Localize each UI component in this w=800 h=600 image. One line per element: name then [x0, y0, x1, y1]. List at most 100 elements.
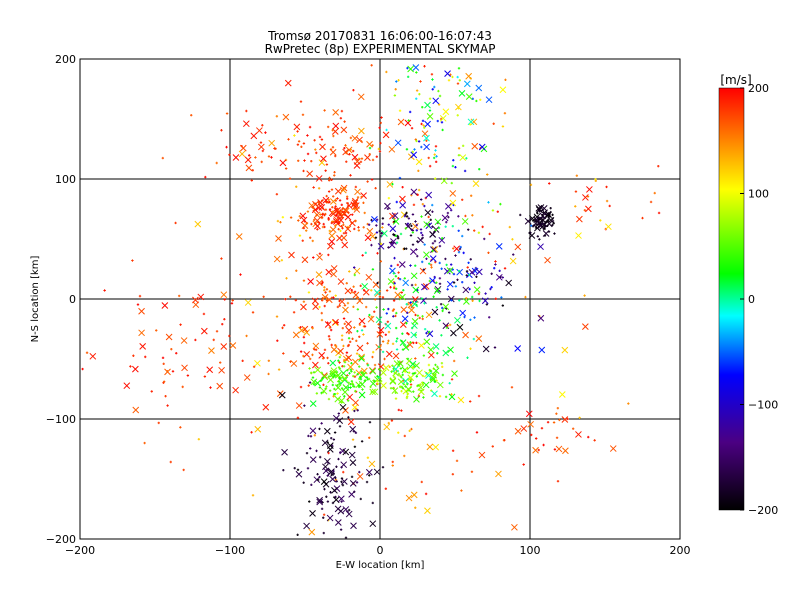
data-point	[309, 357, 312, 361]
data-point	[200, 327, 208, 335]
data-point	[467, 261, 470, 264]
data-point	[282, 324, 286, 327]
data-point	[434, 373, 437, 376]
data-point	[297, 159, 300, 162]
data-point	[382, 131, 390, 139]
data-point	[306, 467, 310, 470]
data-point	[407, 65, 414, 73]
data-point	[360, 329, 364, 332]
data-point	[394, 326, 398, 330]
data-point	[435, 305, 438, 309]
data-point	[250, 431, 253, 434]
data-point	[384, 202, 391, 210]
data-point	[366, 227, 374, 235]
data-point	[321, 199, 324, 202]
data-point	[415, 375, 418, 378]
data-point	[284, 297, 287, 301]
data-point	[180, 337, 188, 344]
data-point	[413, 396, 420, 403]
data-point	[457, 147, 461, 150]
data-point	[431, 390, 438, 398]
data-point	[327, 190, 331, 193]
data-point	[414, 138, 418, 141]
data-point	[425, 331, 428, 335]
data-point	[312, 186, 315, 189]
data-point	[465, 296, 468, 300]
data-point	[320, 318, 324, 322]
data-point	[204, 175, 207, 179]
data-point	[499, 202, 502, 206]
data-point	[420, 145, 423, 149]
data-point	[471, 299, 474, 302]
data-point	[451, 370, 458, 377]
data-point	[435, 281, 438, 284]
data-point	[438, 395, 442, 398]
data-point	[327, 217, 330, 220]
data-point	[407, 333, 410, 336]
data-point	[331, 501, 335, 505]
data-point	[303, 404, 306, 407]
data-point	[376, 375, 379, 378]
data-point	[335, 465, 338, 468]
data-point	[371, 388, 379, 396]
data-point	[339, 382, 343, 385]
data-point	[334, 384, 342, 391]
data-point	[245, 334, 248, 338]
data-point	[335, 370, 339, 374]
data-point	[438, 277, 442, 280]
data-point	[423, 221, 431, 228]
data-point	[353, 227, 356, 231]
data-point	[334, 476, 337, 480]
data-point	[446, 288, 449, 291]
data-point	[440, 121, 444, 124]
data-point	[320, 215, 324, 219]
data-point	[356, 196, 360, 199]
data-point	[366, 222, 369, 226]
data-point	[412, 286, 420, 294]
data-point	[416, 240, 419, 243]
data-point	[409, 380, 412, 383]
data-point	[459, 245, 462, 249]
data-point	[336, 305, 340, 309]
data-point	[427, 346, 435, 354]
data-point	[431, 308, 439, 316]
data-point	[331, 210, 334, 213]
data-point	[190, 113, 193, 117]
data-point	[574, 205, 577, 208]
data-point	[475, 431, 479, 434]
data-point	[377, 242, 385, 250]
data-point	[324, 321, 332, 328]
data-point	[544, 213, 548, 216]
data-point	[391, 460, 394, 464]
data-point	[463, 298, 470, 305]
data-point	[447, 215, 450, 219]
data-point	[341, 241, 349, 249]
data-point	[473, 316, 476, 319]
data-point	[328, 468, 335, 475]
data-point	[389, 267, 396, 275]
data-point	[547, 214, 550, 217]
data-point	[353, 409, 356, 413]
data-point	[400, 389, 403, 393]
chart-title: Tromsø 20170831 16:06:00-16:07:43	[267, 29, 492, 43]
data-point	[385, 289, 389, 292]
data-point	[311, 239, 314, 243]
data-point	[605, 185, 608, 189]
data-point	[206, 366, 214, 374]
data-point	[327, 198, 330, 201]
data-point	[362, 201, 365, 205]
data-point	[373, 298, 377, 301]
data-point	[432, 97, 440, 105]
data-point	[177, 294, 181, 298]
data-point	[392, 375, 396, 379]
data-point	[432, 295, 435, 298]
data-point	[586, 195, 590, 198]
data-point	[398, 277, 402, 281]
data-point	[285, 277, 288, 280]
data-point	[358, 317, 366, 325]
data-point	[459, 309, 467, 317]
data-point	[345, 151, 348, 155]
data-point	[387, 223, 390, 226]
data-point	[407, 225, 410, 228]
data-point	[138, 307, 145, 315]
